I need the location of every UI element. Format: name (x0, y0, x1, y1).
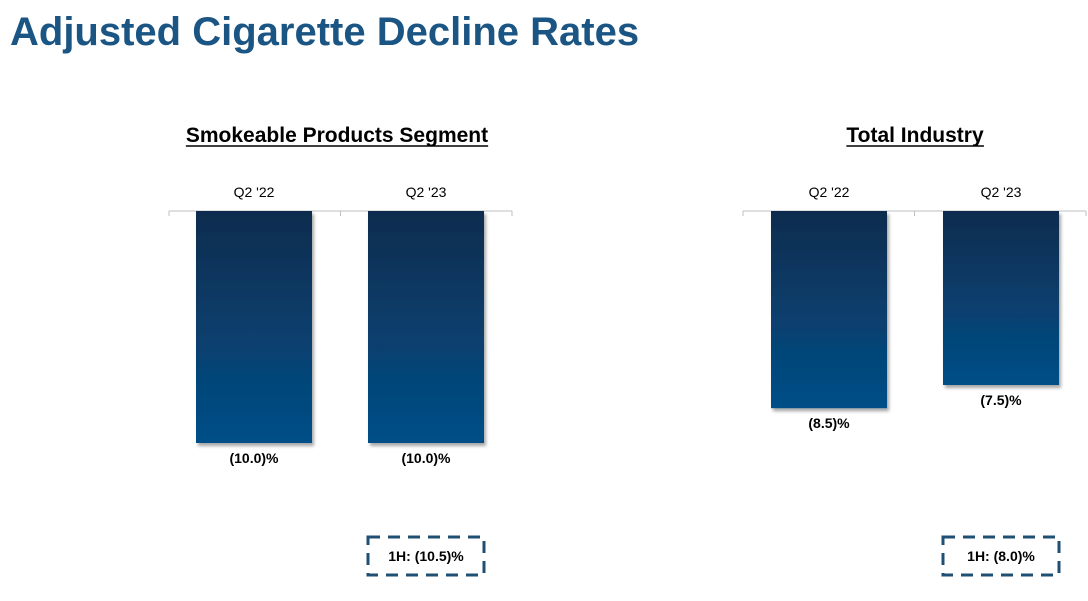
data-label: (7.5)% (980, 392, 1022, 408)
category-label: Q2 '22 (234, 184, 275, 200)
half-year-note: 1H: (10.5)% (366, 535, 486, 577)
data-label: (8.5)% (808, 415, 850, 431)
bar-q2-23 (368, 211, 484, 443)
page-title: Adjusted Cigarette Decline Rates (10, 10, 640, 54)
note-label: 1H: (8.0)% (967, 548, 1035, 564)
data-label: (10.0)% (229, 450, 279, 466)
chart-title: Total Industry (846, 124, 984, 147)
bar-q2-23 (943, 211, 1059, 385)
chart-title: Smokeable Products Segment (186, 124, 488, 147)
note-label: 1H: (10.5)% (388, 548, 464, 564)
category-label: Q2 '23 (406, 184, 447, 200)
bar-q2-22 (196, 211, 312, 443)
chart-panel-smokeable-products-segment: Smokeable Products Segment Q2 '22 (10.0)% Q… (168, 124, 513, 577)
note-box-border (366, 535, 486, 577)
category-label: Q2 '22 (809, 184, 850, 200)
bar-q2-22 (771, 211, 887, 409)
half-year-note: 1H: (8.0)% (941, 535, 1061, 577)
category-label: Q2 '23 (981, 184, 1022, 200)
data-label: (10.0)% (401, 450, 451, 466)
chart-panel-total-industry: Total Industry Q2 '22 (8.5)% Q2 '23 (7.5)% 1H… (742, 124, 1087, 577)
note-box-border (941, 535, 1061, 577)
